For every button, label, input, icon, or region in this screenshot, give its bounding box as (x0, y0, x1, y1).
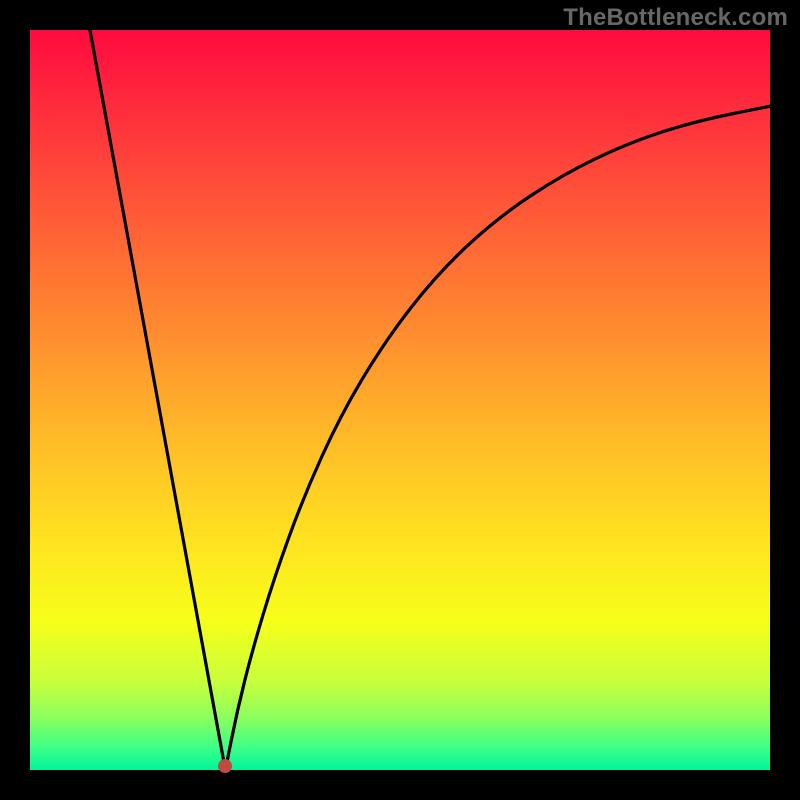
chart-container: TheBottleneck.com (0, 0, 800, 800)
bottleneck-curve (30, 30, 770, 770)
plot-area (30, 30, 770, 770)
watermark-text: TheBottleneck.com (563, 4, 788, 32)
minimum-marker (218, 759, 232, 773)
